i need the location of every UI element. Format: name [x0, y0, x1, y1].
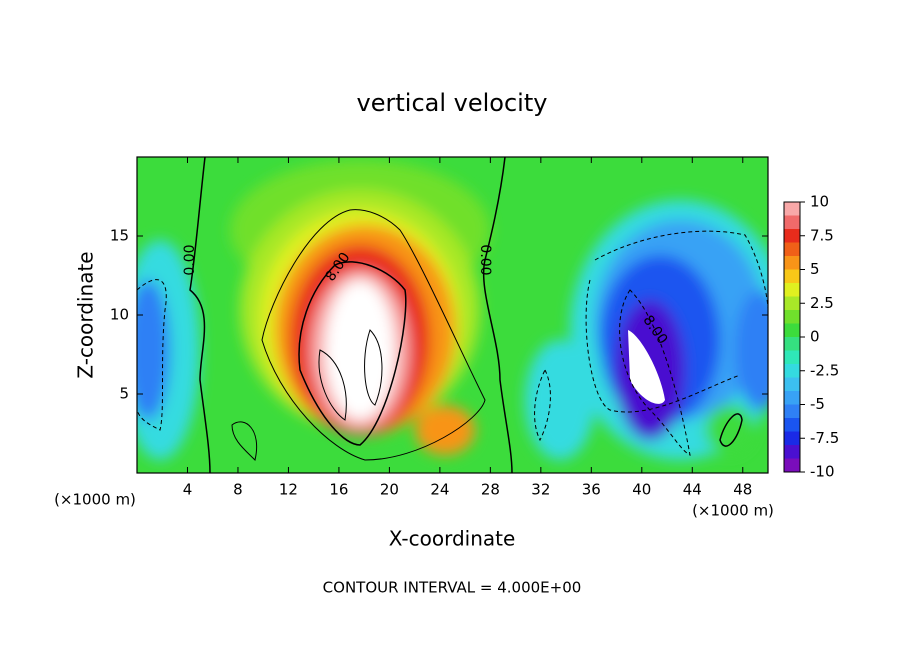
contour-label: 0.00: [182, 244, 198, 275]
contour-label: 0.00: [477, 244, 493, 275]
colorbar-band: [784, 229, 800, 243]
chart-title: vertical velocity: [357, 89, 548, 117]
colorbar-band: [784, 283, 800, 297]
colorbar-band: [784, 418, 800, 432]
x-tick-label: 20: [380, 481, 399, 499]
x-tick-label: 44: [683, 481, 702, 499]
colorbar-band: [784, 431, 800, 445]
x-tick-label: 12: [279, 481, 298, 499]
colorbar-tick-label: -2.5: [810, 361, 839, 379]
x-unit-label: (×1000 m): [54, 491, 136, 509]
x-tick-label: 36: [582, 481, 601, 499]
colorbar-band: [784, 269, 800, 283]
x-tick-label: 8: [233, 481, 243, 499]
colorbar-band: [784, 404, 800, 418]
x-tick-label: 4: [183, 481, 193, 499]
colorbar-band: [784, 350, 800, 364]
x-tick-label: 40: [632, 481, 651, 499]
x-tick-label: 16: [329, 481, 348, 499]
x-tick-label: 32: [531, 481, 550, 499]
colorbar-band: [784, 337, 800, 351]
x-tick-label: 24: [430, 481, 449, 499]
colorbar-band: [784, 323, 800, 337]
colorbar-tick-label: -5: [810, 395, 825, 413]
y-tick-label: 15: [110, 227, 129, 245]
colorbar-band: [784, 364, 800, 378]
colorbar-band: [784, 256, 800, 270]
y-axis-label: Z-coordinate: [74, 251, 98, 378]
x-unit-label: (×1000 m): [692, 502, 774, 520]
colorbar-band: [784, 242, 800, 256]
colorbar-band: [784, 445, 800, 459]
colorbar-tick-label: -10: [810, 463, 835, 481]
colorbar-tick-label: 7.5: [810, 226, 834, 244]
colorbar-band: [784, 296, 800, 310]
colorbar-band: [784, 458, 800, 472]
colorbar-tick-label: 5: [810, 260, 820, 278]
x-axis-label: X-coordinate: [389, 527, 516, 551]
colorbar-band: [784, 202, 800, 216]
x-tick-label: 48: [733, 481, 752, 499]
colorbar-tick-label: -7.5: [810, 429, 839, 447]
colorbar-band: [784, 310, 800, 324]
colorbar-tick-label: 2.5: [810, 294, 834, 312]
field: 0.00 0.00 8.00 8.00: [137, 157, 768, 473]
y-tick-label: 10: [110, 306, 129, 324]
colorbar-band: [784, 215, 800, 229]
footer-note: CONTOUR INTERVAL = 4.000E+00: [323, 579, 582, 597]
colorbar-band: [784, 377, 800, 391]
x-tick-label: 28: [481, 481, 500, 499]
y-tick-label: 5: [119, 385, 129, 403]
colorbar-tick-label: 0: [810, 328, 820, 346]
colorbar-band: [784, 391, 800, 405]
colorbar-tick-label: 10: [810, 193, 829, 211]
